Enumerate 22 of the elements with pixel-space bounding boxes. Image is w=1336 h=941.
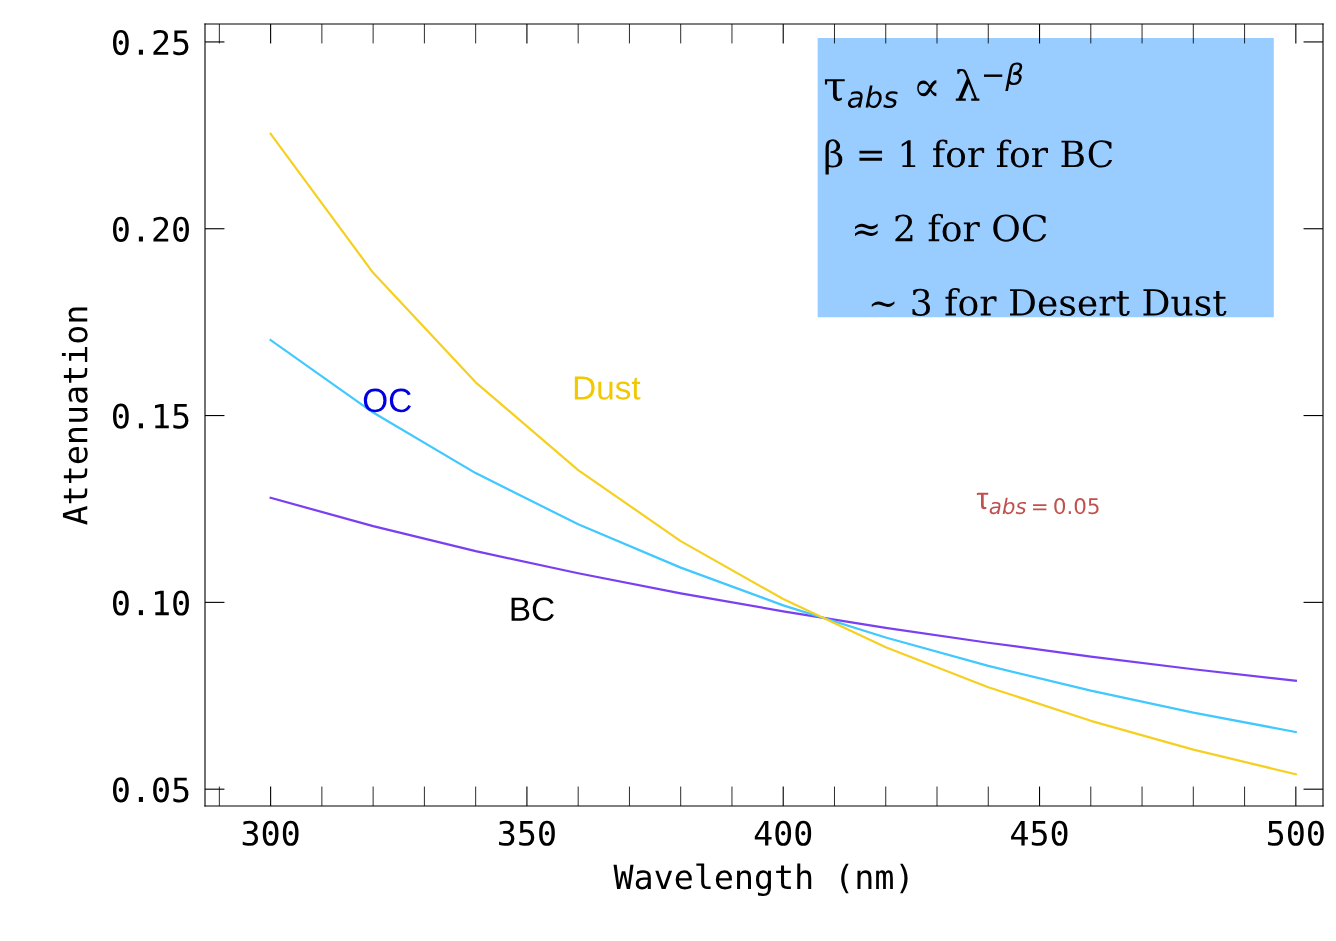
annotation: OC xyxy=(363,388,411,413)
annotation: BC xyxy=(511,597,554,622)
annotation: ≈ 2 for OC xyxy=(855,213,1047,242)
x-axis-title: Wavelength (nm) xyxy=(613,863,908,897)
line-series xyxy=(269,132,1297,776)
x-tick-label: 300 xyxy=(242,820,299,846)
line-series xyxy=(269,338,1297,734)
y-tick-label: 0.10 xyxy=(113,590,189,616)
y-tick-label: 0.15 xyxy=(113,403,189,429)
x-tick-label: 450 xyxy=(1011,820,1068,846)
annotation: ~ 3 for Desert Dust xyxy=(871,288,1227,316)
y-axis-title: Attenuation xyxy=(61,307,88,525)
annotation: β = 1 for for BC xyxy=(825,139,1113,175)
y-tick-label: 0.25 xyxy=(113,29,189,56)
x-tick-label: 400 xyxy=(754,820,812,846)
y-tick-label: 0.05 xyxy=(113,777,189,803)
x-tick-label: 500 xyxy=(1268,820,1324,846)
annotation: τ$_{abs=0.05}$ xyxy=(976,492,1099,515)
annotation: τ$_{abs}$ ∝ λ$^{−β}$ xyxy=(824,62,1023,109)
x-tick-label: 350 xyxy=(499,820,555,846)
annotation: Dust xyxy=(574,376,641,400)
y-tick-label: 0.20 xyxy=(113,216,189,242)
